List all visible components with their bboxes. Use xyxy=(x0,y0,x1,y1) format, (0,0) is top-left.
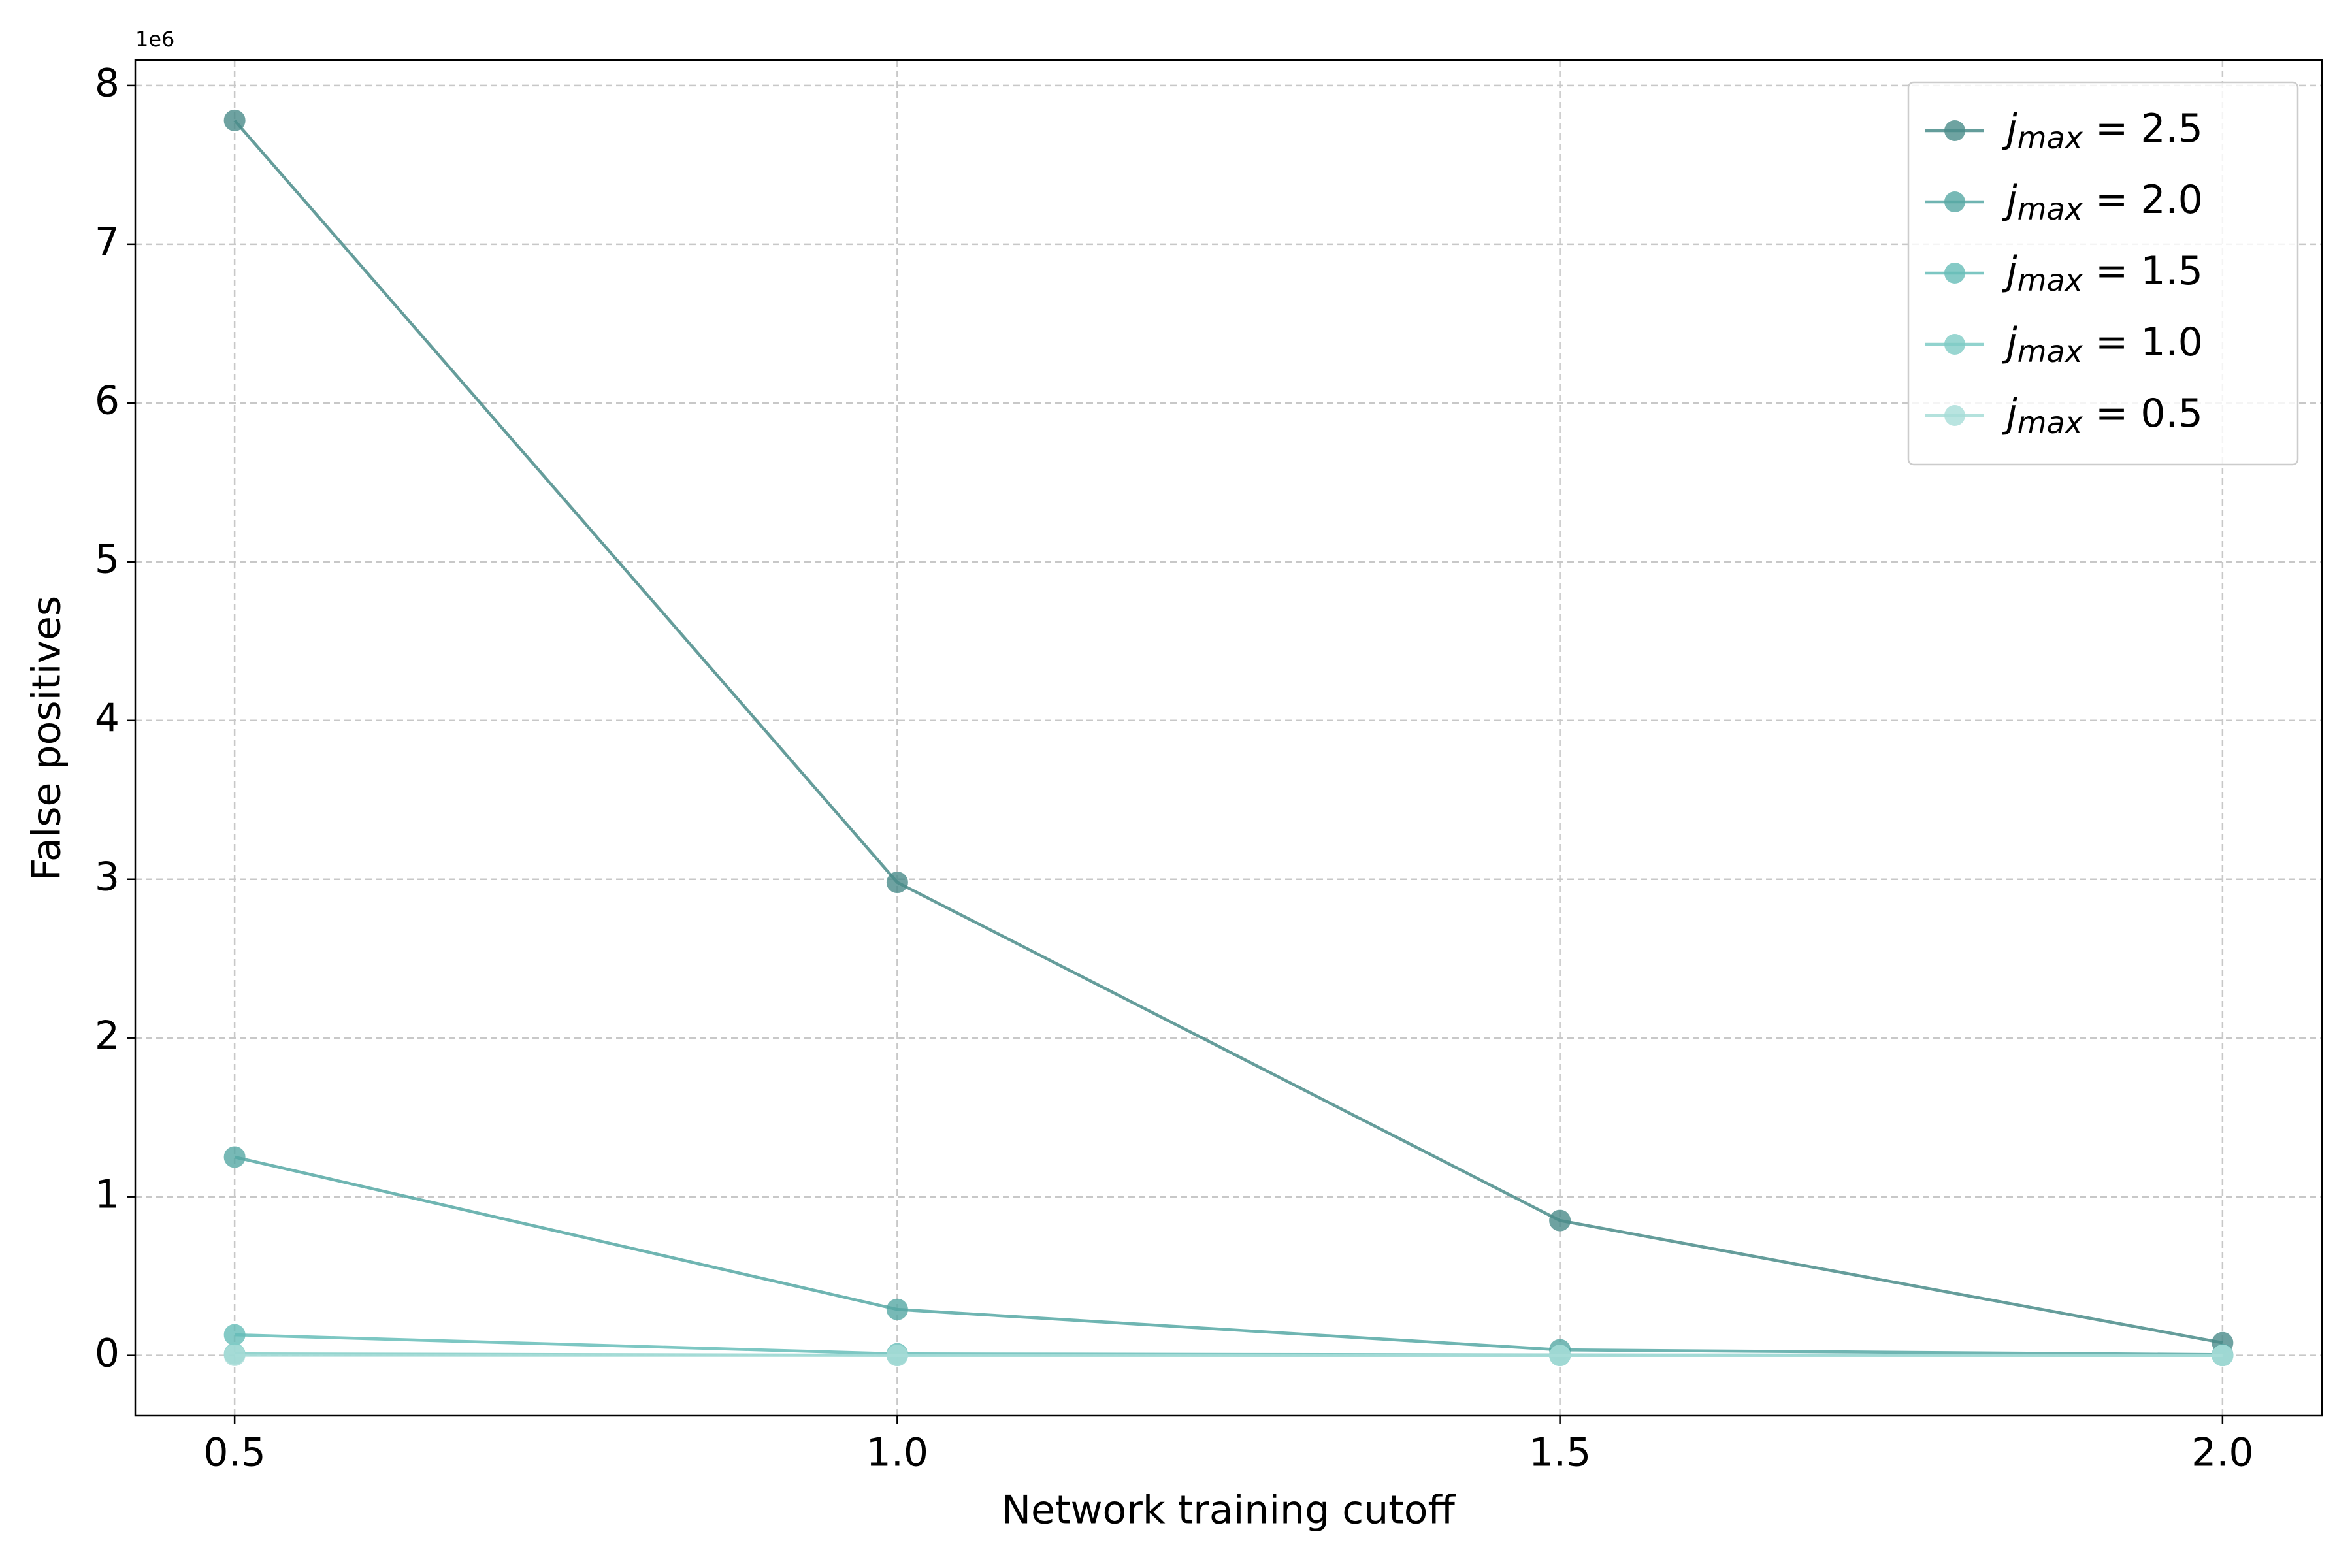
legend-label: jmax = 0.5 xyxy=(2002,391,2203,440)
data-point xyxy=(886,1345,908,1367)
y-tick-label: 8 xyxy=(95,60,120,106)
data-point xyxy=(223,109,246,131)
data-point xyxy=(1549,1345,1571,1367)
legend-box xyxy=(1907,81,2299,466)
y-tick-label: 1 xyxy=(95,1171,120,1217)
data-point xyxy=(223,1324,246,1346)
data-point xyxy=(886,872,908,894)
x-tick-label: 1.5 xyxy=(1529,1430,1591,1476)
legend-label: jmax = 1.0 xyxy=(2002,319,2203,369)
data-point xyxy=(223,1344,246,1366)
data-point xyxy=(223,1146,246,1168)
legend-label: jmax = 1.5 xyxy=(2002,248,2203,298)
x-axis-label: Network training cutoff xyxy=(1002,1488,1456,1533)
legend-marker xyxy=(1944,334,1965,355)
x-tick-label: 1.0 xyxy=(866,1430,928,1476)
series-line xyxy=(234,1155,2223,1356)
data-point xyxy=(886,1298,908,1320)
series-line xyxy=(233,119,2223,1345)
y-offset-label: 1e6 xyxy=(135,27,174,52)
y-tick-label: 4 xyxy=(95,695,120,741)
y-tick-label: 0 xyxy=(95,1330,120,1376)
legend-marker xyxy=(1944,120,1965,141)
x-tick-label: 2.0 xyxy=(2191,1430,2253,1476)
legend-marker xyxy=(1944,191,1965,212)
y-tick-label: 5 xyxy=(95,536,120,582)
data-point xyxy=(2212,1345,2234,1367)
legend-label: jmax = 2.5 xyxy=(2002,106,2203,155)
y-tick-label: 2 xyxy=(95,1013,120,1058)
data-point xyxy=(1549,1209,1571,1232)
y-axis-label: False positives xyxy=(24,596,70,881)
x-tick-label: 0.5 xyxy=(203,1430,265,1476)
legend-label: jmax = 2.0 xyxy=(2002,177,2203,227)
y-tick-label: 7 xyxy=(95,219,120,265)
axes-frame xyxy=(134,59,2323,1417)
legend-marker xyxy=(1944,405,1965,426)
legend-marker xyxy=(1944,263,1965,284)
y-tick-label: 6 xyxy=(95,378,120,423)
y-tick-label: 3 xyxy=(95,854,120,900)
